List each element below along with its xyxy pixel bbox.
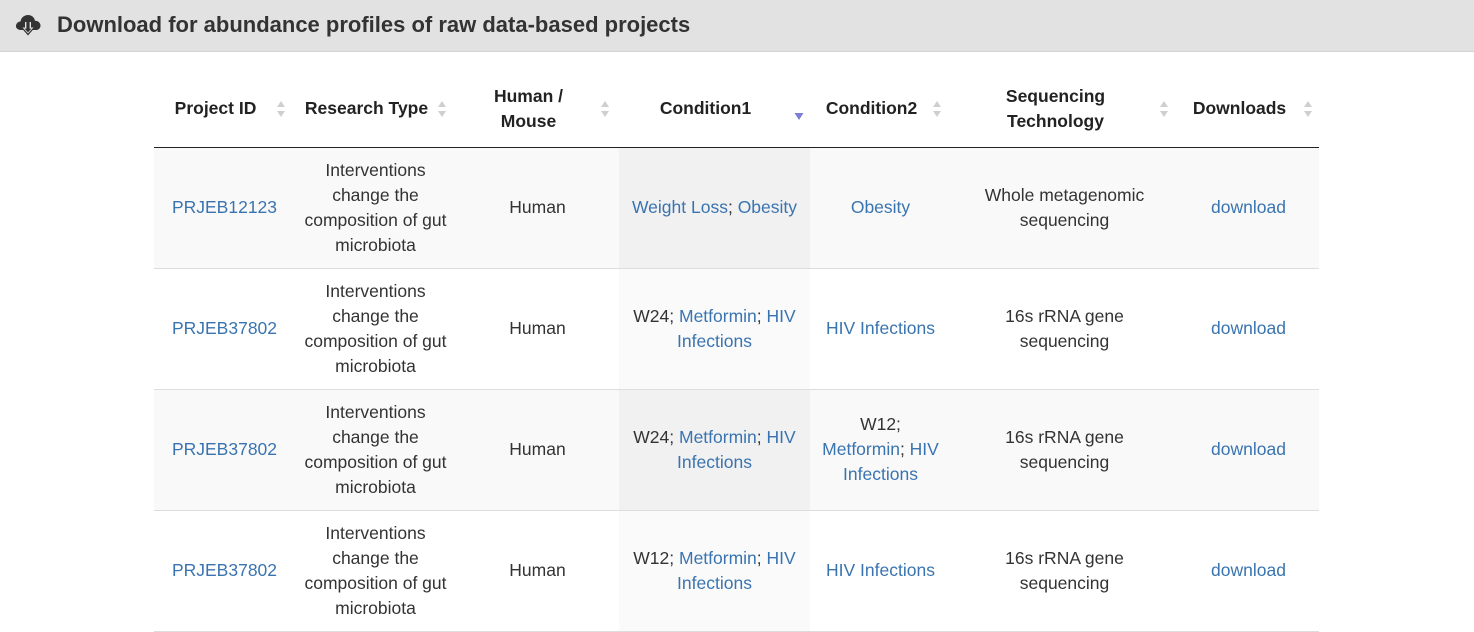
condition-link[interactable]: Metformin bbox=[822, 439, 900, 459]
table-body: PRJEB12123 Interventions change the comp… bbox=[154, 147, 1319, 632]
project-id-link[interactable]: PRJEB37802 bbox=[171, 439, 278, 459]
panel-title: Download for abundance profiles of raw d… bbox=[57, 12, 691, 37]
condition-link[interactable]: Obesity bbox=[850, 197, 911, 217]
condition-text: W12; bbox=[633, 547, 679, 568]
cell-host: Human bbox=[456, 268, 619, 390]
cell-project-id: PRJEB37802 bbox=[154, 389, 295, 511]
project-id-link[interactable]: PRJEB12123 bbox=[171, 197, 278, 217]
projects-table: Project ID Research Type Human / Mouse C… bbox=[154, 71, 1319, 632]
cell-research-type: Interventions change the composition of … bbox=[295, 510, 456, 632]
cell-condition1: W24; Metformin; HIV Infections bbox=[619, 389, 810, 511]
cell-condition2: HIV Infections bbox=[810, 510, 951, 632]
download-link[interactable]: download bbox=[1211, 318, 1286, 338]
cell-host: Human bbox=[456, 147, 619, 269]
column-label: Condition2 bbox=[825, 98, 918, 119]
condition-link[interactable]: Metformin bbox=[679, 426, 757, 447]
cell-condition2: HIV Infections bbox=[810, 268, 951, 390]
condition-link[interactable]: HIV Infections bbox=[826, 560, 935, 580]
download-link[interactable]: download bbox=[1211, 197, 1286, 217]
cell-condition2: W12; Metformin; HIV Infections bbox=[810, 389, 951, 511]
condition2-content: HIV Infections bbox=[826, 318, 935, 338]
condition1-content: Weight Loss; Obesity bbox=[632, 197, 797, 217]
cell-download: download bbox=[1178, 389, 1319, 511]
column-header-host[interactable]: Human / Mouse bbox=[456, 71, 619, 148]
condition-text: ; bbox=[727, 197, 738, 217]
condition-link[interactable]: HIV Infections bbox=[843, 439, 939, 484]
cell-host: Human bbox=[456, 389, 619, 511]
condition-link[interactable]: HIV Infections bbox=[826, 318, 935, 338]
table-row: PRJEB37802 Interventions change the comp… bbox=[154, 268, 1319, 390]
column-label: Downloads bbox=[1192, 98, 1287, 119]
project-id-link[interactable]: PRJEB37802 bbox=[171, 318, 278, 338]
sort-descending-icon bbox=[794, 113, 804, 121]
condition-text: W24; bbox=[633, 305, 679, 326]
cell-download: download bbox=[1178, 510, 1319, 632]
column-label: Research Type bbox=[304, 98, 429, 119]
header-row: Project ID Research Type Human / Mouse C… bbox=[154, 71, 1319, 148]
sort-both-icon bbox=[1304, 100, 1312, 117]
column-header-research-type[interactable]: Research Type bbox=[295, 71, 456, 148]
projects-table-container: Project ID Research Type Human / Mouse C… bbox=[154, 71, 1319, 632]
cell-research-type: Interventions change the composition of … bbox=[295, 268, 456, 390]
condition-text: W24; bbox=[633, 426, 679, 447]
cell-research-type: Interventions change the composition of … bbox=[295, 147, 456, 269]
cell-download: download bbox=[1178, 147, 1319, 269]
download-link[interactable]: download bbox=[1211, 560, 1286, 580]
cell-host: Human bbox=[456, 510, 619, 632]
column-label: Condition1 bbox=[659, 98, 752, 119]
condition2-content: Obesity bbox=[851, 197, 910, 217]
sort-both-icon bbox=[438, 100, 446, 117]
sort-both-icon bbox=[1160, 100, 1168, 117]
sort-both-icon bbox=[601, 100, 609, 117]
condition-link[interactable]: Obesity bbox=[737, 197, 798, 217]
cell-sequencing-technology: 16s rRNA gene sequencing bbox=[951, 510, 1178, 632]
column-label: Sequencing Technology bbox=[1005, 85, 1106, 131]
condition-link[interactable]: HIV Infections bbox=[677, 426, 796, 472]
condition2-content: HIV Infections bbox=[826, 560, 935, 580]
condition1-content: W12; Metformin; HIV Infections bbox=[633, 548, 795, 593]
sort-both-icon bbox=[933, 100, 941, 117]
condition-text: ; bbox=[756, 305, 767, 326]
table-row: PRJEB37802 Interventions change the comp… bbox=[154, 510, 1319, 632]
column-header-condition1[interactable]: Condition1 bbox=[619, 71, 810, 148]
condition-text: ; bbox=[899, 439, 910, 459]
condition2-content: W12; Metformin; HIV Infections bbox=[822, 414, 939, 484]
condition1-content: W24; Metformin; HIV Infections bbox=[633, 427, 795, 472]
column-header-condition2[interactable]: Condition2 bbox=[810, 71, 951, 148]
cell-sequencing-technology: 16s rRNA gene sequencing bbox=[951, 389, 1178, 511]
table-row: PRJEB37802 Interventions change the comp… bbox=[154, 389, 1319, 511]
cell-download: download bbox=[1178, 268, 1319, 390]
column-label: Project ID bbox=[174, 98, 257, 119]
condition-link[interactable]: Metformin bbox=[679, 547, 757, 568]
cell-condition2: Obesity bbox=[810, 147, 951, 269]
cell-project-id: PRJEB37802 bbox=[154, 510, 295, 632]
cell-condition1: Weight Loss; Obesity bbox=[619, 147, 810, 269]
cell-research-type: Interventions change the composition of … bbox=[295, 389, 456, 511]
column-header-sequencing-technology[interactable]: Sequencing Technology bbox=[951, 71, 1178, 148]
condition-text: ; bbox=[756, 426, 767, 447]
panel-header: Download for abundance profiles of raw d… bbox=[0, 0, 1474, 52]
cell-condition1: W24; Metformin; HIV Infections bbox=[619, 268, 810, 390]
project-id-link[interactable]: PRJEB37802 bbox=[171, 560, 278, 580]
cloud-download-icon bbox=[15, 15, 41, 36]
condition-link[interactable]: HIV Infections bbox=[677, 547, 796, 593]
table-header: Project ID Research Type Human / Mouse C… bbox=[154, 71, 1319, 148]
cell-project-id: PRJEB12123 bbox=[154, 147, 295, 269]
cell-project-id: PRJEB37802 bbox=[154, 268, 295, 390]
column-header-project-id[interactable]: Project ID bbox=[154, 71, 295, 148]
condition-text: W12; bbox=[860, 414, 901, 434]
condition-link[interactable]: HIV Infections bbox=[677, 305, 796, 351]
condition-link[interactable]: Weight Loss bbox=[631, 197, 728, 217]
condition-link[interactable]: Metformin bbox=[679, 305, 757, 326]
download-link[interactable]: download bbox=[1211, 439, 1286, 459]
condition-text: ; bbox=[756, 547, 767, 568]
sort-both-icon bbox=[277, 100, 285, 117]
cell-sequencing-technology: Whole metagenomic sequencing bbox=[951, 147, 1178, 269]
cell-sequencing-technology: 16s rRNA gene sequencing bbox=[951, 268, 1178, 390]
cell-condition1: W12; Metformin; HIV Infections bbox=[619, 510, 810, 632]
column-label: Human / Mouse bbox=[493, 85, 564, 131]
table-row: PRJEB12123 Interventions change the comp… bbox=[154, 147, 1319, 269]
condition1-content: W24; Metformin; HIV Infections bbox=[633, 306, 795, 351]
column-header-downloads[interactable]: Downloads bbox=[1178, 71, 1319, 148]
